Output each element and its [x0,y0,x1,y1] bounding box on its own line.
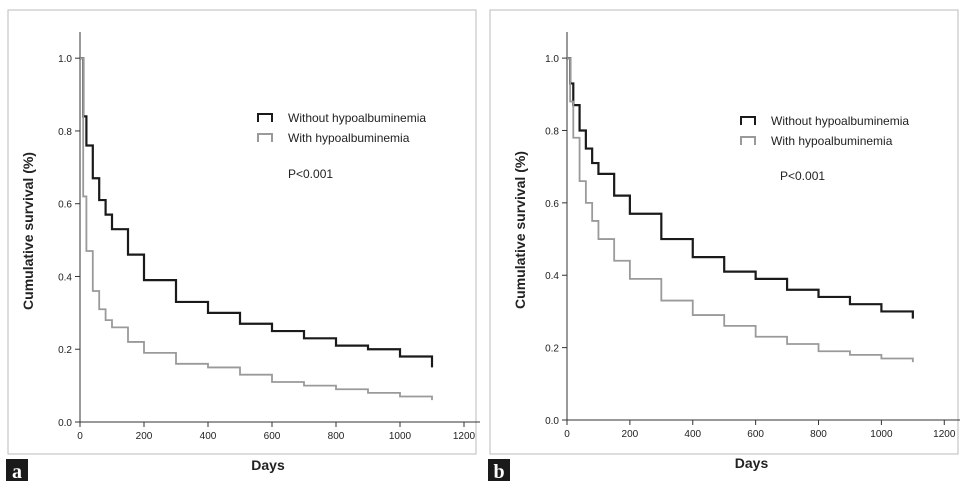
x-tick-label: 200 [622,429,639,440]
x-axis-title: Days [735,455,769,471]
y-tick-label: 1.0 [545,54,559,65]
x-tick-label: 600 [264,431,281,442]
y-tick-label: 1.0 [58,54,72,65]
x-tick-label: 1000 [870,429,893,440]
y-axis-title: Cumulative survival (%) [512,151,528,309]
series-line-with-hypoalbuminemia [80,57,433,401]
y-tick-label: 0.8 [545,126,559,137]
p-value-annotation: P<0.001 [780,169,825,183]
x-tick-label: 0 [564,429,570,440]
series-line-with-hypoalbuminemia [567,57,914,363]
y-tick-label: 0.0 [58,418,72,429]
legend-label: With hypoalbuminemia [288,131,410,145]
x-tick-label: 1200 [453,431,476,442]
legend-swatch [740,136,756,145]
legend-swatch [257,113,273,122]
x-tick-label: 400 [684,429,701,440]
chart-panel-a: 0.0 0.2 0.4 0.6 0.8 1.0 0 200 400 600 800 1000 1200 D… [7,9,480,473]
legend-swatch [257,133,273,142]
p-value-annotation: P<0.001 [288,167,333,181]
panel-label-a: a [6,459,28,483]
y-tick-label: 0.4 [58,272,72,283]
x-tick-label: 200 [136,431,153,442]
y-tick-label: 0.4 [545,271,559,282]
y-tick-label: 0.2 [545,344,559,355]
series-line-without-hypoalbuminemia [567,56,914,319]
x-tick-label: 600 [747,429,764,440]
panel-label-b: b [488,459,510,483]
y-tick-label: 0.6 [545,199,559,210]
y-axis-title: Cumulative survival (%) [20,152,36,310]
x-tick-label: 800 [810,429,827,440]
legend-swatch [740,116,756,125]
panel-border [7,9,477,455]
y-tick-label: 0.2 [58,345,72,356]
y-tick-label: 0.0 [545,416,559,427]
panel-border [489,9,959,455]
legend-label: Without hypoalbuminemia [288,111,426,125]
legend-label: Without hypoalbuminemia [771,114,909,128]
x-tick-label: 400 [200,431,217,442]
x-tick-label: 1000 [389,431,412,442]
series-line-without-hypoalbuminemia [80,57,434,368]
y-tick-label: 0.8 [58,127,72,138]
x-tick-label: 1200 [933,429,956,440]
x-tick-label: 800 [328,431,345,442]
x-axis-title: Days [251,457,285,473]
legend-label: With hypoalbuminemia [771,134,893,148]
x-tick-label: 0 [77,431,83,442]
chart-panel-b: 0.0 0.2 0.4 0.6 0.8 1.0 0 200 400 600 800 1000 1200 D… [489,9,960,471]
y-tick-label: 0.6 [58,200,72,211]
